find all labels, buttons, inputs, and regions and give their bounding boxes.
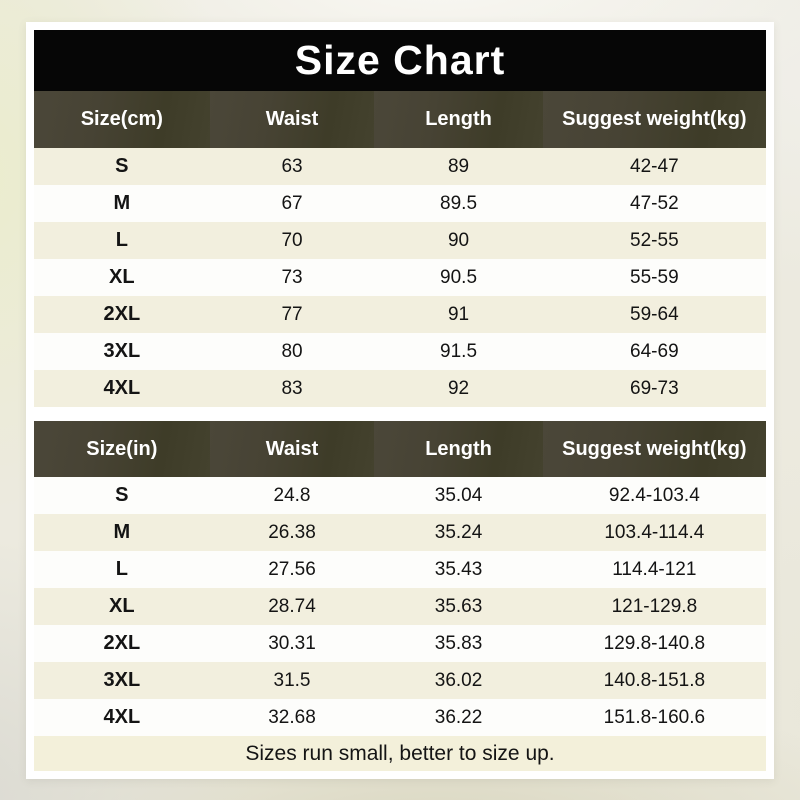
- waist-cell: 32.68: [209, 699, 375, 736]
- waist-cell: 63: [209, 148, 375, 185]
- footer-note-text: Sizes run small, better to size up.: [245, 741, 555, 765]
- weight-cell: 151.8-160.6: [542, 699, 766, 736]
- footer-note: Sizes run small, better to size up.: [34, 736, 766, 771]
- waist-cell: 80: [209, 333, 375, 370]
- table-gap: [34, 407, 766, 421]
- table-row: L 27.56 35.43 114.4-121: [34, 551, 766, 588]
- weight-cell: 47-52: [542, 185, 766, 222]
- size-cell: 3XL: [34, 662, 210, 699]
- size-cell: 2XL: [34, 296, 210, 333]
- size-table-cm: Size(cm) Waist Length Suggest weight(kg)…: [34, 91, 766, 407]
- length-cell: 35.63: [374, 588, 543, 625]
- length-cell: 36.02: [374, 662, 543, 699]
- table-row: S 63 89 42-47: [34, 148, 766, 185]
- size-cell: S: [34, 148, 210, 185]
- table-row: 2XL 77 91 59-64: [34, 296, 766, 333]
- waist-cell: 31.5: [209, 662, 375, 699]
- table-row: 3XL 31.5 36.02 140.8-151.8: [34, 662, 766, 699]
- length-cell: 35.83: [374, 625, 543, 662]
- header-row: Size(in) Waist Length Suggest weight(kg): [34, 421, 766, 477]
- waist-cell: 28.74: [209, 588, 375, 625]
- title-band: Size Chart: [34, 30, 766, 91]
- size-table-in: Size(in) Waist Length Suggest weight(kg)…: [34, 421, 766, 736]
- table-row: XL 73 90.5 55-59: [34, 259, 766, 296]
- column-header-weight: Suggest weight(kg): [542, 421, 766, 477]
- table-row: L 70 90 52-55: [34, 222, 766, 259]
- length-cell: 90: [374, 222, 543, 259]
- size-cell: XL: [34, 259, 210, 296]
- table-row: M 26.38 35.24 103.4-114.4: [34, 514, 766, 551]
- table-row: 4XL 83 92 69-73: [34, 370, 766, 407]
- page-title: Size Chart: [294, 37, 506, 83]
- column-header-size: Size(in): [34, 421, 210, 477]
- length-cell: 92: [374, 370, 543, 407]
- waist-cell: 67: [209, 185, 375, 222]
- length-cell: 91.5: [374, 333, 543, 370]
- size-cell: L: [34, 551, 210, 588]
- waist-cell: 83: [209, 370, 375, 407]
- length-cell: 90.5: [374, 259, 543, 296]
- length-cell: 35.04: [374, 477, 543, 514]
- column-header-weight: Suggest weight(kg): [542, 91, 766, 148]
- length-cell: 89.5: [374, 185, 543, 222]
- table-row: S 24.8 35.04 92.4-103.4: [34, 477, 766, 514]
- column-header-size: Size(cm): [34, 91, 210, 148]
- waist-cell: 77: [209, 296, 375, 333]
- size-cell: XL: [34, 588, 210, 625]
- weight-cell: 69-73: [542, 370, 766, 407]
- length-cell: 91: [374, 296, 543, 333]
- weight-cell: 103.4-114.4: [542, 514, 766, 551]
- table-row: XL 28.74 35.63 121-129.8: [34, 588, 766, 625]
- weight-cell: 42-47: [542, 148, 766, 185]
- size-cell: L: [34, 222, 210, 259]
- column-header-length: Length: [374, 91, 543, 148]
- weight-cell: 114.4-121: [542, 551, 766, 588]
- table-row: 3XL 80 91.5 64-69: [34, 333, 766, 370]
- waist-cell: 24.8: [209, 477, 375, 514]
- weight-cell: 55-59: [542, 259, 766, 296]
- length-cell: 35.24: [374, 514, 543, 551]
- waist-cell: 70: [209, 222, 375, 259]
- header-row: Size(cm) Waist Length Suggest weight(kg): [34, 91, 766, 148]
- weight-cell: 64-69: [542, 333, 766, 370]
- length-cell: 36.22: [374, 699, 543, 736]
- weight-cell: 121-129.8: [542, 588, 766, 625]
- size-chart-panel: Size Chart Size(cm) Waist Length Suggest…: [26, 22, 774, 779]
- table-row: 4XL 32.68 36.22 151.8-160.6: [34, 699, 766, 736]
- size-cell: 4XL: [34, 370, 210, 407]
- column-header-waist: Waist: [209, 91, 375, 148]
- table-row: 2XL 30.31 35.83 129.8-140.8: [34, 625, 766, 662]
- column-header-waist: Waist: [209, 421, 375, 477]
- size-cell: 3XL: [34, 333, 210, 370]
- waist-cell: 73: [209, 259, 375, 296]
- size-cell: M: [34, 185, 210, 222]
- column-header-length: Length: [374, 421, 543, 477]
- size-cell: 2XL: [34, 625, 210, 662]
- size-cell: S: [34, 477, 210, 514]
- table-row: M 67 89.5 47-52: [34, 185, 766, 222]
- length-cell: 89: [374, 148, 543, 185]
- waist-cell: 30.31: [209, 625, 375, 662]
- weight-cell: 92.4-103.4: [542, 477, 766, 514]
- weight-cell: 52-55: [542, 222, 766, 259]
- weight-cell: 129.8-140.8: [542, 625, 766, 662]
- size-cell: 4XL: [34, 699, 210, 736]
- length-cell: 35.43: [374, 551, 543, 588]
- size-cell: M: [34, 514, 210, 551]
- weight-cell: 59-64: [542, 296, 766, 333]
- waist-cell: 27.56: [209, 551, 375, 588]
- waist-cell: 26.38: [209, 514, 375, 551]
- weight-cell: 140.8-151.8: [542, 662, 766, 699]
